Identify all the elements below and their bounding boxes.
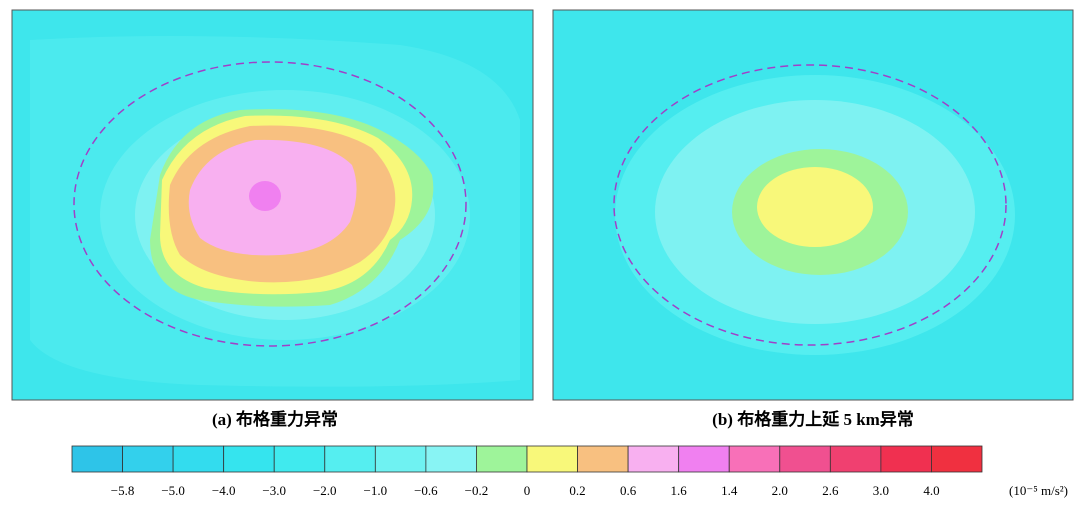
colorbar-label: 2.0	[772, 483, 788, 498]
colorbar-label: −5.0	[161, 483, 185, 498]
caption: (b) 布格重力上延 5 km异常	[712, 409, 914, 429]
color-swatch	[678, 445, 730, 473]
panel-b: (b) 布格重力上延 5 km异常	[552, 9, 1074, 429]
color-swatch	[829, 445, 882, 473]
colorbar-label: 2.6	[822, 483, 839, 498]
color-swatch	[122, 445, 174, 473]
color-swatch	[627, 445, 680, 473]
color-swatch	[577, 445, 629, 473]
colorbar-label: 4.0	[923, 483, 939, 498]
contour	[757, 167, 873, 247]
color-swatch	[779, 445, 831, 473]
boundary	[73, 61, 467, 347]
color-swatch	[71, 445, 123, 473]
contour	[249, 181, 281, 211]
color-swatch	[324, 445, 376, 473]
color-swatch	[172, 445, 225, 473]
color-swatch	[223, 445, 275, 473]
color-swatch	[728, 445, 781, 473]
colorbar-label: −0.6	[414, 483, 438, 498]
boundary	[613, 64, 1007, 346]
color-swatch	[273, 445, 326, 473]
colorbar-label: 3.0	[873, 483, 889, 498]
colorbar: −5.8 −5.0 −4.0 −3.0 −2.0 −1.0 −0.6 −0.2 0 0.2 0.6 1…	[71, 445, 1068, 498]
color-swatch	[476, 445, 528, 473]
colorbar-label: −4.0	[212, 483, 236, 498]
colorbar-label: 0.6	[620, 483, 637, 498]
colorbar-label: −2.0	[313, 483, 337, 498]
color-swatch	[425, 445, 477, 473]
color-swatch	[374, 445, 427, 473]
color-swatch	[931, 445, 983, 473]
colorbar-label: 1.4	[721, 483, 738, 498]
color-swatch	[880, 445, 932, 473]
colorbar-label: 0	[524, 483, 531, 498]
colorbar-label: 1.6	[671, 483, 688, 498]
color-swatch	[526, 445, 578, 473]
colorbar-label: −0.2	[465, 483, 489, 498]
colorbar-label: −1.0	[364, 483, 388, 498]
colorbar-label: −5.8	[111, 483, 135, 498]
colorbar-unit: (10⁻⁵ m/s²)	[1009, 483, 1068, 498]
colorbar-label: 0.2	[569, 483, 585, 498]
panel-a: (a) 布格重力异常	[11, 9, 534, 429]
colorbar-label: −3.0	[262, 483, 286, 498]
caption: (a) 布格重力异常	[212, 409, 338, 429]
